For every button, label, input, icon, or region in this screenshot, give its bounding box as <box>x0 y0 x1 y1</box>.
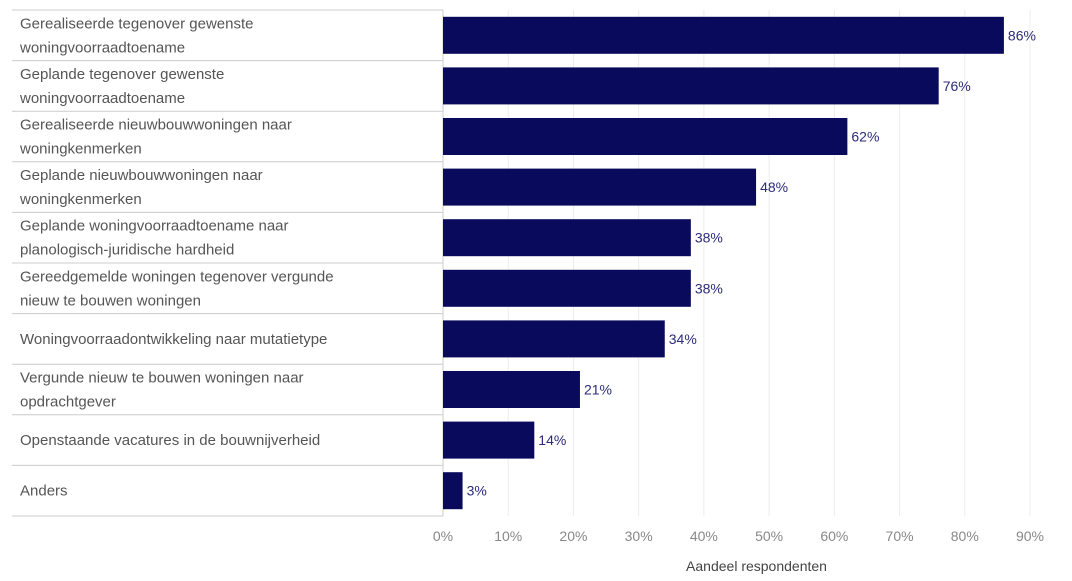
bar <box>443 371 580 408</box>
category-label: Gerealiseerde tegenover gewenste <box>20 15 253 32</box>
bars <box>443 16 1004 510</box>
x-tick-label: 40% <box>690 528 718 544</box>
category-label: Vergunde nieuw te bouwen woningen naar <box>20 370 304 387</box>
category-label: woningkenmerken <box>19 141 142 158</box>
x-axis-title: Aandeel respondenten <box>686 558 827 574</box>
value-label: 21% <box>584 382 612 398</box>
x-tick-label: 80% <box>951 528 979 544</box>
value-label: 38% <box>695 280 723 296</box>
category-label: woningvoorraadtoename <box>19 39 185 56</box>
x-tick-label: 90% <box>1016 528 1044 544</box>
value-label: 62% <box>851 129 879 145</box>
category-label: Geplande tegenover gewenste <box>20 66 224 83</box>
bar <box>443 219 691 257</box>
category-label: Geplande woningvoorraadtoename naar <box>20 218 289 235</box>
category-label: Gerealiseerde nieuwbouwwoningen naar <box>20 117 292 134</box>
category-label: nieuw te bouwen woningen <box>20 292 201 309</box>
bar <box>443 472 463 510</box>
value-label: 48% <box>760 179 788 195</box>
category-label: planologisch-juridische hardheid <box>20 242 234 259</box>
bar <box>443 421 535 459</box>
bar <box>443 67 939 105</box>
value-labels: 86% 76% 62% 48% 38% 38% 34% 21% 14% 3% <box>467 27 1036 498</box>
value-label: 14% <box>538 432 566 448</box>
category-label: opdrachtgever <box>20 394 116 411</box>
bar <box>443 320 665 358</box>
bar <box>443 118 848 155</box>
value-label: 34% <box>669 331 697 347</box>
category-label: Openstaande vacatures in de bouwnijverhe… <box>20 432 320 449</box>
category-label: woningvoorraadtoename <box>19 90 185 107</box>
x-tick-label: 70% <box>886 528 914 544</box>
bar <box>443 168 757 206</box>
value-label: 38% <box>695 230 723 246</box>
category-label: Geplande nieuwbouwwoningen naar <box>20 167 263 184</box>
x-tick-label: 20% <box>559 528 587 544</box>
x-tick-label: 10% <box>494 528 522 544</box>
bar <box>443 16 1004 54</box>
category-label: Gereedgemelde woningen tegenover vergund… <box>20 268 334 285</box>
category-label: woningkenmerken <box>19 191 142 208</box>
value-label: 3% <box>467 483 487 499</box>
x-tick-labels: 0% 10% 20% 30% 40% 50% 60% 70% 80% 90% <box>433 528 1044 544</box>
value-label: 76% <box>943 78 971 94</box>
x-tick-label: 50% <box>755 528 783 544</box>
x-tick-label: 0% <box>433 528 453 544</box>
bar <box>443 269 691 307</box>
category-labels: Gerealiseerde tegenover gewenste woningvo… <box>19 15 334 499</box>
category-label: Anders <box>20 483 68 500</box>
x-tick-label: 30% <box>625 528 653 544</box>
value-label: 86% <box>1008 27 1036 43</box>
x-tick-label: 60% <box>820 528 848 544</box>
category-label: Woningvoorraadontwikkeling naar mutatiet… <box>20 331 327 348</box>
